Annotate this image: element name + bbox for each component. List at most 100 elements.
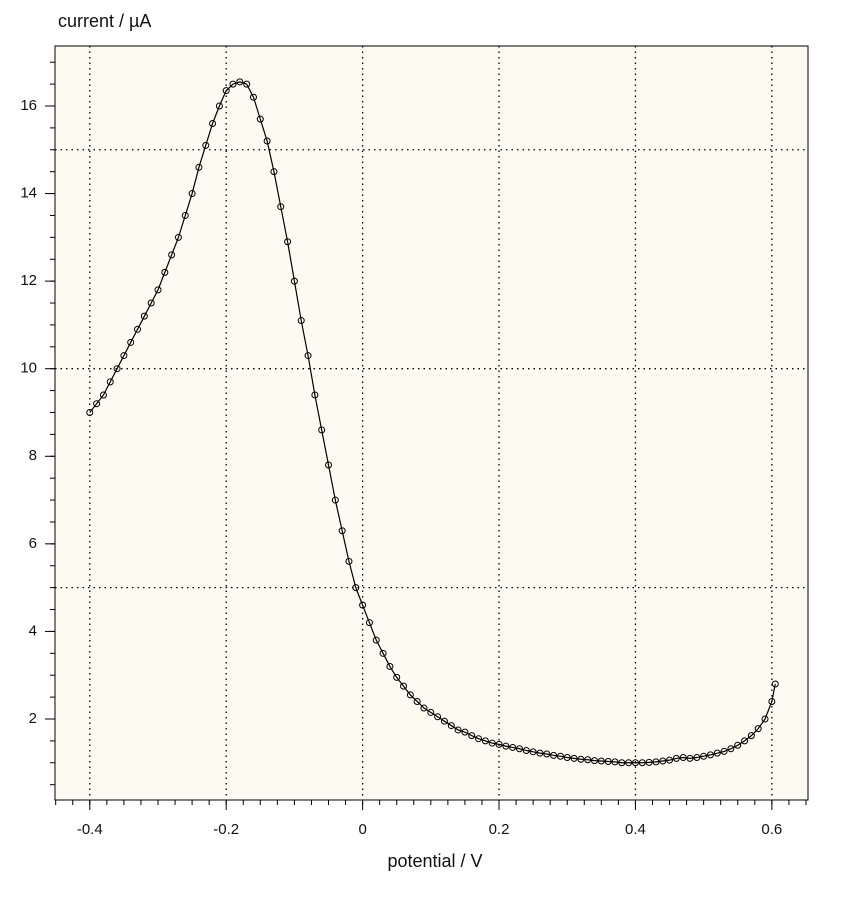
marker [679, 754, 687, 762]
x-tick-label: -0.4 [77, 821, 103, 838]
marker [174, 233, 182, 241]
marker [488, 739, 496, 747]
marker [611, 758, 619, 766]
y-tick-label: 4 [29, 622, 37, 639]
marker [475, 735, 483, 743]
marker [86, 408, 94, 416]
marker [713, 749, 721, 757]
marker [604, 757, 612, 765]
marker [168, 251, 176, 259]
marker [249, 93, 257, 101]
marker [761, 715, 769, 723]
marker [747, 732, 755, 740]
y-tick-label: 8 [29, 447, 37, 464]
marker [297, 317, 305, 325]
x-tick-label: -0.2 [213, 821, 239, 838]
marker [597, 757, 605, 765]
marker [659, 757, 667, 765]
marker [386, 662, 394, 670]
marker [229, 80, 237, 88]
marker [536, 749, 544, 757]
y-axis-title: current / µA [58, 11, 151, 31]
x-axis-title: potential / V [387, 851, 482, 871]
marker [447, 722, 455, 730]
marker [495, 740, 503, 748]
marker [120, 352, 128, 360]
y-tick-label: 2 [29, 710, 37, 727]
marker [720, 747, 728, 755]
line [89, 81, 776, 764]
marker [284, 238, 292, 246]
marker [563, 754, 571, 762]
marker [202, 141, 210, 149]
marker [352, 584, 360, 592]
marker [700, 752, 708, 760]
marker [577, 755, 585, 763]
marker [99, 391, 107, 399]
marker [277, 203, 285, 211]
marker [345, 557, 353, 565]
marker [270, 168, 278, 176]
marker [427, 708, 435, 716]
marker [406, 691, 414, 699]
marker [263, 137, 271, 145]
marker [106, 378, 114, 386]
plot-area [54, 45, 809, 801]
marker [434, 713, 442, 721]
marker [638, 759, 646, 767]
marker [618, 759, 626, 767]
marker [584, 756, 592, 764]
marker [188, 190, 196, 198]
marker [140, 312, 148, 320]
marker [420, 704, 428, 712]
marker [222, 87, 230, 95]
marker [509, 743, 517, 751]
marker [631, 759, 639, 767]
marker [236, 78, 244, 86]
marker [400, 682, 408, 690]
marker [304, 352, 312, 360]
marker [147, 299, 155, 307]
marker [543, 750, 551, 758]
marker [734, 741, 742, 749]
marker [161, 268, 169, 276]
x-tick-label: 0 [358, 821, 366, 838]
marker [127, 338, 135, 346]
marker [290, 277, 298, 285]
y-tick-label: 16 [20, 97, 37, 114]
marker [331, 496, 339, 504]
marker [652, 758, 660, 766]
marker [645, 758, 653, 766]
x-tick-label: 0.4 [625, 821, 646, 838]
marker [461, 728, 469, 736]
y-tick-label: 6 [29, 535, 37, 552]
marker [522, 747, 530, 755]
marker [468, 732, 476, 740]
marker [413, 697, 421, 705]
marker [741, 737, 749, 745]
marker [625, 759, 633, 767]
marker [754, 725, 762, 733]
marker [727, 745, 735, 753]
marker [693, 754, 701, 762]
marker [181, 211, 189, 219]
y-tick-label: 10 [20, 360, 37, 377]
marker [686, 754, 694, 762]
marker [365, 619, 373, 627]
marker [209, 120, 217, 128]
marker [134, 325, 142, 333]
marker [556, 752, 564, 760]
marker [393, 673, 401, 681]
marker [481, 737, 489, 745]
marker [256, 115, 264, 123]
marker [113, 365, 121, 373]
marker [311, 391, 319, 399]
marker [529, 748, 537, 756]
marker [440, 717, 448, 725]
y-tick-label: 14 [20, 185, 37, 202]
marker [154, 286, 162, 294]
marker [379, 649, 387, 657]
marker [325, 461, 333, 469]
x-tick-label: 0.2 [489, 821, 510, 838]
